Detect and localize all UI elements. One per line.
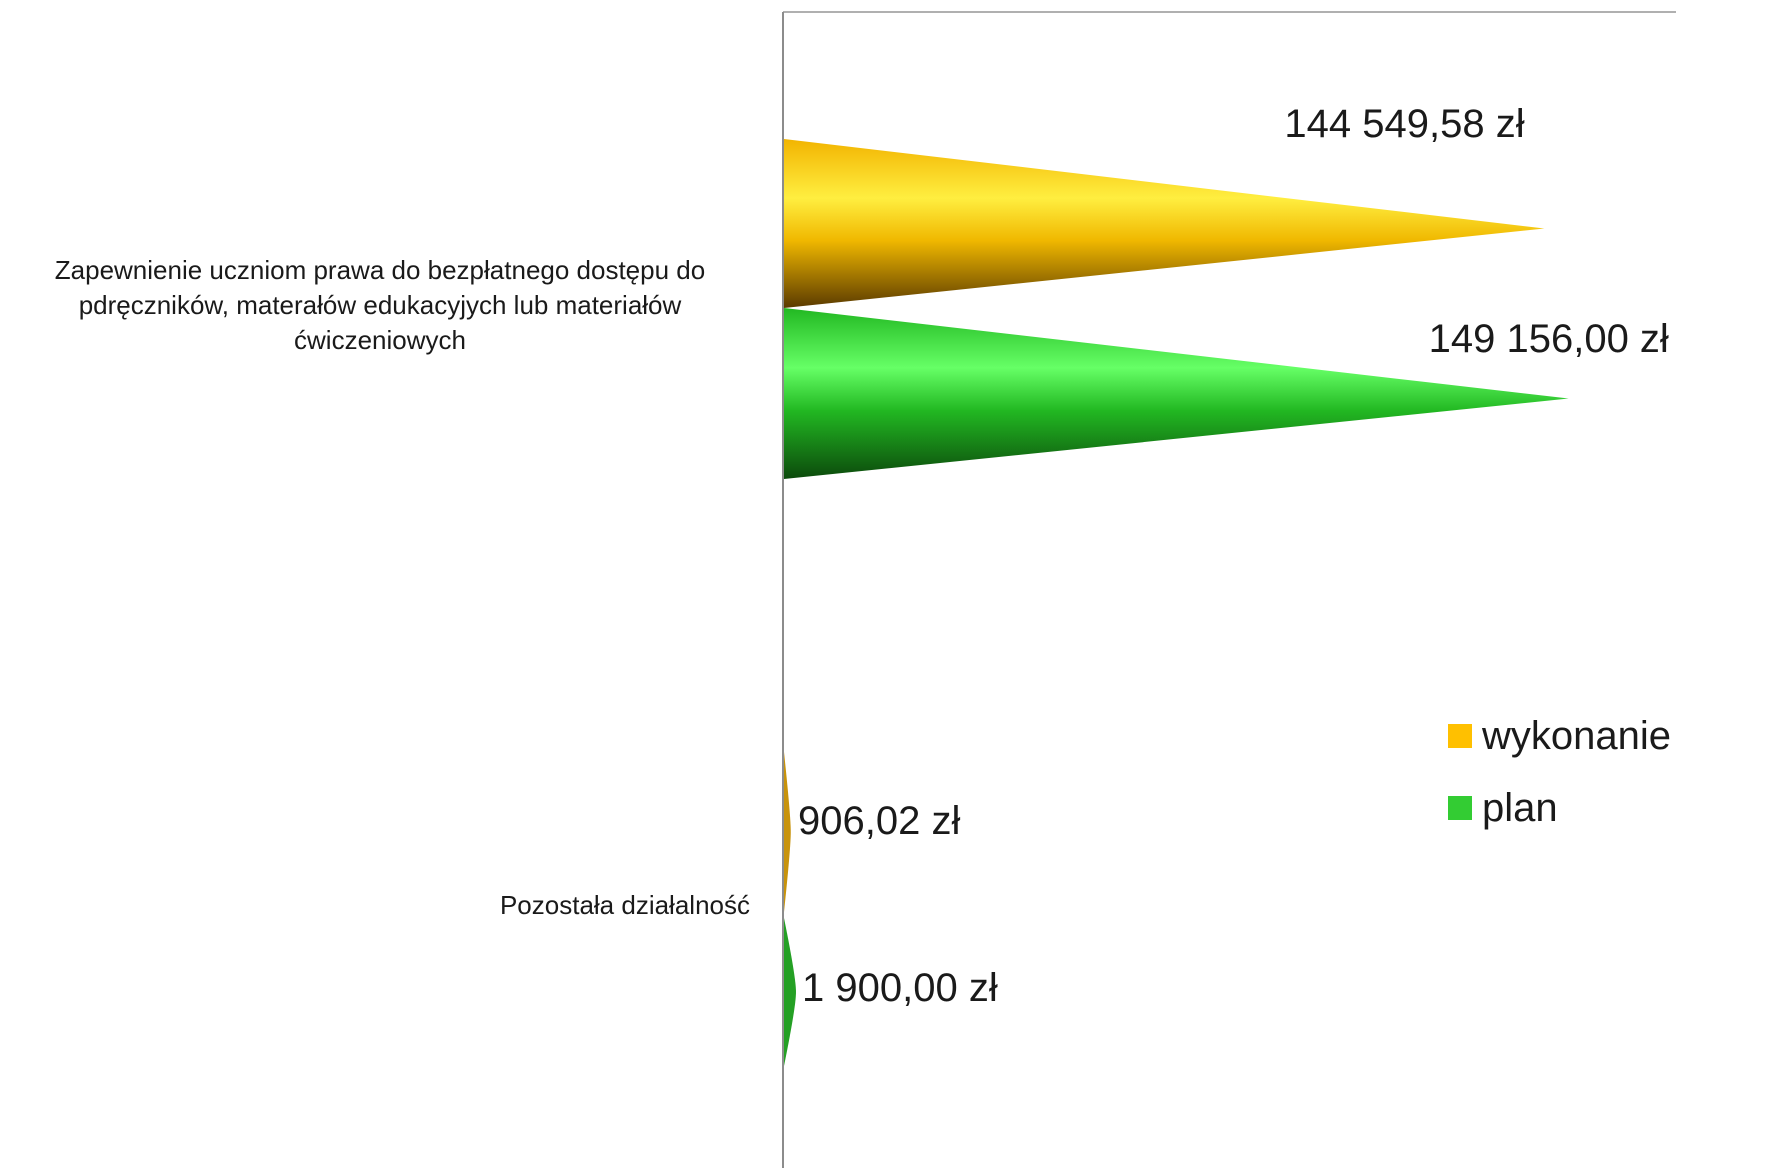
bar-wykonanie-other — [784, 752, 791, 912]
bar-plan-other — [784, 918, 796, 1066]
legend-item-plan: plan — [1448, 772, 1671, 844]
legend-swatch-wykonanie — [1448, 724, 1472, 748]
legend-item-wykonanie: wykonanie — [1448, 700, 1671, 772]
data-label-plan-textbooks: 149 156,00 zł — [1429, 317, 1669, 361]
bar-wykonanie-textbooks — [784, 139, 1545, 308]
legend: wykonanie plan — [1448, 700, 1671, 844]
legend-swatch-plan — [1448, 796, 1472, 820]
legend-label-plan: plan — [1482, 785, 1558, 830]
legend-label-wykonanie: wykonanie — [1482, 713, 1672, 758]
data-label-wykonanie-textbooks: 144 549,58 zł — [1284, 102, 1524, 146]
category-label-other: Pozostała działalność — [499, 890, 750, 920]
data-label-wykonanie-other: 906,02 zł — [798, 799, 960, 843]
data-label-plan-other: 1 900,00 zł — [802, 966, 998, 1010]
bar-plan-textbooks — [784, 308, 1569, 479]
category-label-textbooks: Zapewnienie uczniom prawa do bezpłatnego… — [54, 255, 706, 355]
